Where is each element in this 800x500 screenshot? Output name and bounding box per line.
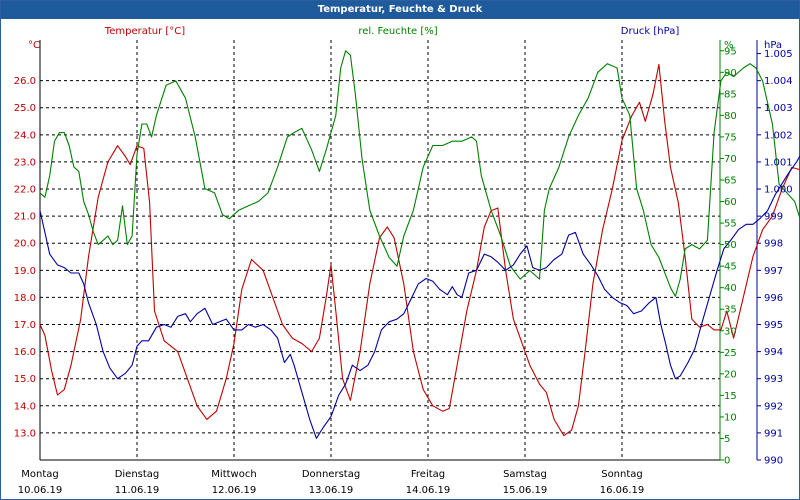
tick-label-middle: 35	[724, 305, 737, 316]
tick-label-middle: 80	[724, 111, 737, 122]
tick-label-date: 12.06.19	[212, 485, 257, 496]
chart-title: Temperatur, Feuchte & Druck	[1, 1, 799, 19]
axis-labels: 13.0 14.0 15.0 16.0 17.0 18.0 19.0 20.0 21.0 22.0…	[14, 46, 793, 496]
tick-label-right: 999	[764, 212, 783, 223]
tick-label-left: 18.0	[14, 293, 36, 304]
tick-label-right: 995	[764, 320, 783, 331]
tick-label-middle: 20	[724, 369, 737, 380]
tick-label-date: 14.06.19	[406, 485, 451, 496]
tick-label-left: 21.0	[14, 212, 36, 223]
series-line	[39, 154, 800, 439]
tick-label-middle: 75	[724, 132, 737, 143]
tick-label-left: 23.0	[14, 157, 36, 168]
tick-label-right: 1.000	[764, 185, 793, 196]
tick-label-day: Dienstag	[115, 469, 160, 480]
tick-label-left: 24.0	[14, 130, 36, 141]
tick-label-middle: 60	[724, 197, 737, 208]
tick-label-day: Freitag	[411, 469, 445, 480]
tick-label-left: 14.0	[14, 401, 36, 412]
tick-label-left: 16.0	[14, 347, 36, 358]
tick-label-day: Mittwoch	[211, 469, 256, 480]
unit-right: hPa	[764, 40, 782, 51]
tick-label-left: 26.0	[14, 76, 36, 87]
legend-temperature: Temperatur [°C]	[104, 26, 185, 37]
tick-label-middle: 10	[724, 412, 737, 423]
tick-label-right: 1.003	[764, 103, 793, 114]
tick-label-left: 15.0	[14, 374, 36, 385]
axes	[39, 40, 761, 461]
unit-middle: %	[724, 40, 734, 51]
unit-left: °C	[28, 40, 40, 51]
tick-label-middle: 55	[724, 219, 737, 230]
tick-label-right: 1.002	[764, 130, 793, 141]
legend-humidity: rel. Feuchte [%]	[358, 26, 437, 37]
tick-label-left: 17.0	[14, 320, 36, 331]
series-line	[39, 63, 800, 437]
tick-label-middle: 5	[724, 434, 730, 445]
tick-label-middle: 70	[724, 154, 737, 165]
tick-label-date: 13.06.19	[309, 485, 354, 496]
tick-label-middle: 0	[724, 456, 730, 467]
grid	[39, 40, 720, 460]
tick-label-middle: 25	[724, 348, 737, 359]
tick-label-left: 22.0	[14, 185, 36, 196]
tick-label-middle: 90	[724, 68, 737, 79]
tick-label-middle: 15	[724, 391, 737, 402]
tick-label-right: 1.001	[764, 157, 793, 168]
series-lines	[39, 50, 800, 439]
tick-label-middle: 85	[724, 89, 737, 100]
tick-label-right: 990	[764, 456, 783, 467]
series-line	[39, 50, 800, 297]
tick-label-day: Donnerstag	[302, 469, 360, 480]
tick-label-middle: 50	[724, 240, 737, 251]
tick-label-right: 1.004	[764, 76, 793, 87]
tick-label-middle: 45	[724, 262, 737, 273]
tick-label-right: 997	[764, 266, 783, 277]
tick-label-left: 19.0	[14, 266, 36, 277]
tick-label-date: 15.06.19	[503, 485, 548, 496]
tick-label-left: 13.0	[14, 428, 36, 439]
tick-label-date: 11.06.19	[115, 485, 160, 496]
tick-label-middle: 95	[724, 46, 737, 57]
tick-label-left: 20.0	[14, 239, 36, 250]
tick-label-right: 992	[764, 401, 783, 412]
tick-label-right: 994	[764, 347, 783, 358]
tick-label-right: 996	[764, 293, 783, 304]
tick-label-middle: 65	[724, 176, 737, 187]
tick-label-middle: 40	[724, 283, 737, 294]
tick-label-right: 991	[764, 428, 783, 439]
tick-label-middle: 30	[724, 326, 737, 337]
tick-label-day: Samstag	[503, 469, 547, 480]
tick-label-day: Montag	[21, 469, 58, 480]
tick-label-right: 1.005	[764, 49, 793, 60]
tick-label-date: 16.06.19	[600, 485, 645, 496]
tick-label-day: Sonntag	[601, 469, 643, 480]
tick-label-left: 25.0	[14, 103, 36, 114]
tick-label-right: 998	[764, 239, 783, 250]
tick-label-right: 993	[764, 374, 783, 385]
legend-pressure: Druck [hPa]	[621, 26, 680, 37]
tick-label-date: 10.06.19	[18, 485, 63, 496]
